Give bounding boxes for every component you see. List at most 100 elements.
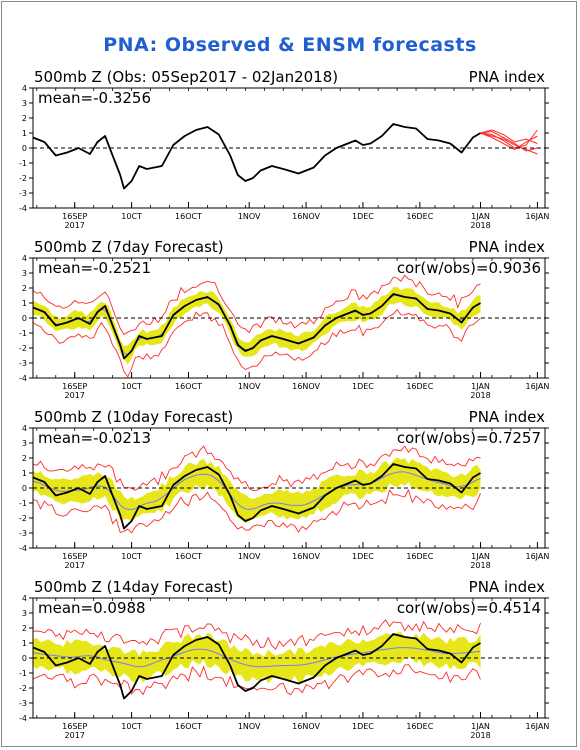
- observed-line: [33, 123, 481, 190]
- y-tick-label: -1: [19, 329, 27, 338]
- y-tick-label: 2: [22, 624, 27, 633]
- panel-title: 500mb Z (Obs: 05Sep2017 - 02Jan2018): [34, 68, 338, 86]
- x-tick-label: 10CT: [121, 382, 142, 391]
- x-tick-label: 16JAN: [525, 382, 549, 391]
- y-tick-label: -2: [19, 174, 27, 183]
- panel-3: 500mb Z (10day Forecast) PNA index -4 -3 -2 -…: [19, 408, 549, 570]
- x-tick-label: 16JAN: [525, 722, 549, 731]
- panel-title: 500mb Z (14day Forecast): [34, 578, 233, 596]
- x-tick-label: 16SEP: [62, 212, 87, 221]
- ens-max-line: [33, 445, 481, 492]
- observed-line: [33, 463, 481, 530]
- x-tick-label: 1NOV: [238, 552, 261, 561]
- x-tick-label: 16DEC: [406, 212, 433, 221]
- x-tick-label: 16NOV: [292, 382, 320, 391]
- panel-index-label: PNA index: [469, 238, 545, 256]
- ens-member-line: [480, 130, 538, 152]
- x-tick-year: 2017: [65, 731, 85, 740]
- x-tick-label: 16DEC: [406, 552, 433, 561]
- x-tick-year: 2018: [470, 731, 490, 740]
- x-tick-label: 16NOV: [292, 552, 320, 561]
- y-tick-label: -4: [19, 714, 27, 723]
- mean-text: mean=-0.0213: [38, 429, 151, 447]
- y-tick-label: 3: [22, 439, 27, 448]
- x-tick-label: 1DEC: [352, 722, 374, 731]
- ens-mean-line: [33, 471, 481, 511]
- x-tick-label: 16JAN: [525, 212, 549, 221]
- x-tick-label: 1JAN: [471, 552, 490, 561]
- plot-border: [32, 257, 546, 379]
- x-tick-label: 1JAN: [471, 722, 490, 731]
- x-tick-label: 1DEC: [352, 382, 374, 391]
- y-tick-label: -1: [19, 499, 27, 508]
- x-tick-label: 1NOV: [238, 212, 261, 221]
- plot-border: [32, 87, 546, 209]
- x-tick-year: 2017: [65, 561, 85, 570]
- x-tick-label: 10CT: [121, 212, 142, 221]
- y-tick-label: -1: [19, 159, 27, 168]
- x-tick-label: 16JAN: [525, 552, 549, 561]
- x-tick-label: 16NOV: [292, 722, 320, 731]
- ens-min-line: [33, 664, 481, 696]
- y-tick-label: -2: [19, 514, 27, 523]
- ens-mean-line: [33, 647, 481, 668]
- x-tick-label: 16NOV: [292, 212, 320, 221]
- observed-line: [33, 293, 481, 360]
- x-tick-label: 1JAN: [471, 382, 490, 391]
- x-tick-label: 1DEC: [352, 552, 374, 561]
- ensemble-spread-band: [33, 631, 481, 684]
- y-tick-label: 3: [22, 609, 27, 618]
- ens-member-line: [480, 129, 538, 149]
- panel-title: 500mb Z (7day Forecast): [34, 238, 224, 256]
- plot-border: [32, 597, 546, 719]
- x-tick-year: 2017: [65, 391, 85, 400]
- main-title: PNA: Observed & ENSM forecasts: [103, 34, 477, 56]
- y-tick-label: 4: [22, 594, 27, 603]
- x-tick-label: 1NOV: [238, 382, 261, 391]
- panel-data: [33, 619, 545, 700]
- ens-min-line: [33, 488, 481, 534]
- ens-max-line: [33, 274, 481, 336]
- ens-min-line: [33, 308, 481, 378]
- y-tick-label: 4: [22, 254, 27, 263]
- y-tick-label: 4: [22, 424, 27, 433]
- correlation-text: cor(w/obs)=0.7257: [397, 429, 541, 447]
- ensemble-spread-band: [33, 287, 481, 365]
- x-tick-year: 2018: [470, 221, 490, 230]
- x-tick-label: 16SEP: [62, 722, 87, 731]
- x-tick-year: 2018: [470, 391, 490, 400]
- panel-data: [33, 123, 545, 190]
- ens-max-line: [33, 619, 481, 650]
- x-tick-label: 1DEC: [352, 212, 374, 221]
- y-tick-label: 1: [22, 129, 27, 138]
- x-tick-label: 16DEC: [406, 722, 433, 731]
- correlation-text: cor(w/obs)=0.4514: [397, 599, 541, 617]
- y-tick-label: -3: [19, 189, 27, 198]
- y-tick-label: 2: [22, 284, 27, 293]
- x-tick-label: 16DEC: [406, 382, 433, 391]
- y-tick-label: -1: [19, 669, 27, 678]
- mean-text: mean=-0.2521: [38, 259, 151, 277]
- y-tick-label: -4: [19, 544, 27, 553]
- panel-1: 500mb Z (Obs: 05Sep2017 - 02Jan2018) PNA …: [19, 68, 549, 230]
- panel-data: [33, 274, 545, 378]
- panel-index-label: PNA index: [469, 578, 545, 596]
- y-tick-label: 0: [22, 484, 27, 493]
- x-tick-label: 16OCT: [175, 212, 202, 221]
- y-tick-label: 0: [22, 144, 27, 153]
- ens-member-line: [480, 132, 538, 151]
- y-tick-label: 3: [22, 269, 27, 278]
- x-tick-label: 16SEP: [62, 382, 87, 391]
- y-tick-label: -4: [19, 204, 27, 213]
- y-tick-label: 1: [22, 299, 27, 308]
- y-tick-label: 0: [22, 314, 27, 323]
- plot-border: [32, 427, 546, 549]
- panel-index-label: PNA index: [469, 68, 545, 86]
- y-tick-label: 1: [22, 639, 27, 648]
- ensemble-spread-band: [33, 457, 481, 523]
- panel-title: 500mb Z (10day Forecast): [34, 408, 233, 426]
- y-tick-label: -3: [19, 359, 27, 368]
- y-tick-label: 1: [22, 469, 27, 478]
- mean-text: mean=0.0988: [38, 599, 146, 617]
